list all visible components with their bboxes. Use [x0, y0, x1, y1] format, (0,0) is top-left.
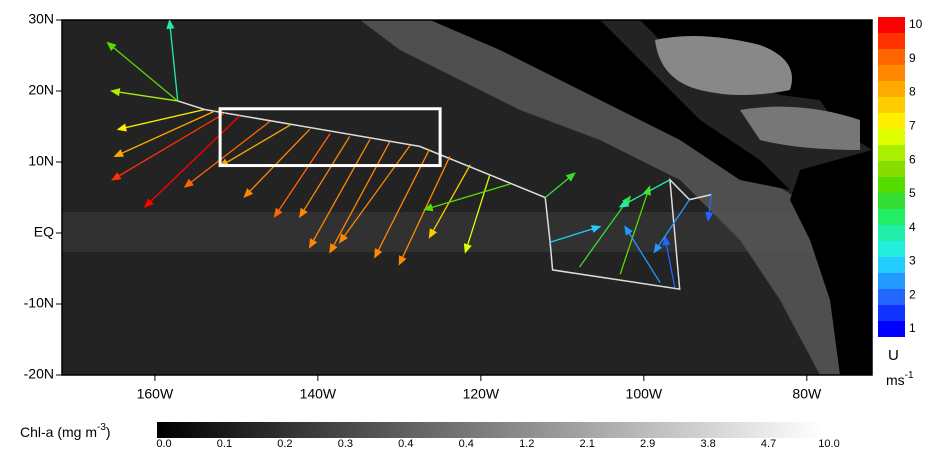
wind-vector	[423, 183, 511, 212]
chl-colorbar-label: 0.3	[338, 438, 353, 450]
chl-colorbar-label: 2.9	[640, 438, 655, 450]
y-tick-label: EQ	[34, 224, 54, 240]
map-overlay	[106, 20, 714, 290]
wind-vector	[166, 20, 179, 102]
wind-vector	[618, 179, 671, 208]
wind-vector	[329, 141, 391, 254]
wind-vector	[705, 194, 714, 222]
colorbar-segment	[878, 225, 905, 241]
wind-vector	[143, 115, 241, 208]
wind-vector	[463, 174, 491, 254]
cruise-track	[177, 100, 712, 290]
colorbar-segment	[878, 17, 905, 33]
chl-colorbar-label: 3.8	[700, 438, 715, 450]
colorbar-tick-label: 4	[909, 220, 916, 234]
chl-colorbar-label: 0.4	[459, 438, 474, 450]
chl-colorbar-label: 4.7	[761, 438, 776, 450]
study-box	[218, 107, 442, 168]
colorbar-segment	[878, 209, 905, 225]
colorbar-segment	[878, 177, 905, 193]
colorbar-segment	[878, 257, 905, 273]
chl-colorbar-label: 10.0	[818, 438, 839, 450]
colorbar-segment	[878, 97, 905, 113]
colorbar-segment	[878, 305, 905, 321]
chl-colorbar-label: 2.1	[580, 438, 595, 450]
wind-vector	[110, 88, 178, 102]
colorbar-tick-label: 10	[909, 17, 923, 31]
wind-vector	[273, 133, 331, 219]
wind-vector	[624, 225, 661, 284]
y-tick-label: 30N	[28, 11, 54, 27]
map-frame	[61, 19, 873, 376]
colorbar-segment	[878, 145, 905, 161]
colorbar-segment	[878, 321, 905, 337]
y-tick-label: 20N	[28, 82, 54, 98]
colorbar-tick-label: 3	[909, 254, 916, 268]
wind-vector	[113, 110, 216, 158]
colorbar-segment	[878, 241, 905, 257]
map-background	[62, 20, 872, 375]
wind-vector	[106, 41, 179, 102]
colorbar-tick-label: 6	[909, 152, 916, 166]
chl-colorbar-label: 0.4	[398, 438, 413, 450]
colorbar-tick-label: 2	[909, 287, 916, 301]
wind-vector	[243, 128, 311, 198]
colorbar-segment	[878, 49, 905, 65]
x-tick-label: 140W	[300, 386, 337, 402]
x-tick-label: 100W	[626, 386, 663, 402]
colorbar-tick-label: 9	[909, 51, 916, 65]
y-tick-label: -10N	[24, 295, 54, 311]
wind-vector	[308, 138, 371, 249]
chl-colorbar-label: 0.1	[217, 438, 232, 450]
chl-colorbar-title: Chl-a (mg m-3)	[20, 422, 111, 440]
wind-vector	[183, 121, 271, 188]
wind-vector	[374, 148, 431, 259]
wind-vector	[662, 235, 676, 288]
chl-colorbar-label: 1.2	[519, 438, 534, 450]
chl-colorbar	[157, 422, 822, 438]
colorbar-segment	[878, 289, 905, 305]
colorbar-segment	[878, 81, 905, 97]
wind-vector	[299, 136, 351, 219]
y-tick-label: 10N	[28, 153, 54, 169]
x-tick-label: 80W	[792, 386, 822, 402]
x-tick-label: 120W	[463, 386, 500, 402]
colorbar-segment	[878, 273, 905, 289]
colorbar-segment	[878, 65, 905, 81]
wind-vector	[111, 112, 226, 181]
wind-vector	[428, 164, 471, 239]
x-tick-label: 160W	[137, 386, 174, 402]
colorbar-segment	[878, 129, 905, 145]
wind-colorbar-unit: ms-1	[886, 370, 914, 388]
wind-vector	[549, 225, 602, 243]
colorbar-segment	[878, 33, 905, 49]
wind-vector	[116, 108, 205, 132]
colorbar-tick-label: 1	[909, 321, 916, 335]
colorbar-segment	[878, 193, 905, 209]
wind-colorbar-title: U	[888, 347, 899, 364]
colorbar-segment	[878, 161, 905, 177]
wind-vector	[398, 156, 451, 266]
wind-vector	[653, 199, 691, 254]
colorbar-tick-label: 8	[909, 85, 916, 99]
wind-vector	[544, 172, 576, 199]
colorbar-segment	[878, 113, 905, 129]
colorbar-tick-label: 7	[909, 119, 916, 133]
y-tick-label: -20N	[24, 366, 54, 382]
chl-colorbar-label: 0.0	[156, 438, 171, 450]
wind-vector	[338, 145, 411, 244]
chl-colorbar-label: 0.2	[277, 438, 292, 450]
colorbar-tick-label: 5	[909, 186, 916, 200]
